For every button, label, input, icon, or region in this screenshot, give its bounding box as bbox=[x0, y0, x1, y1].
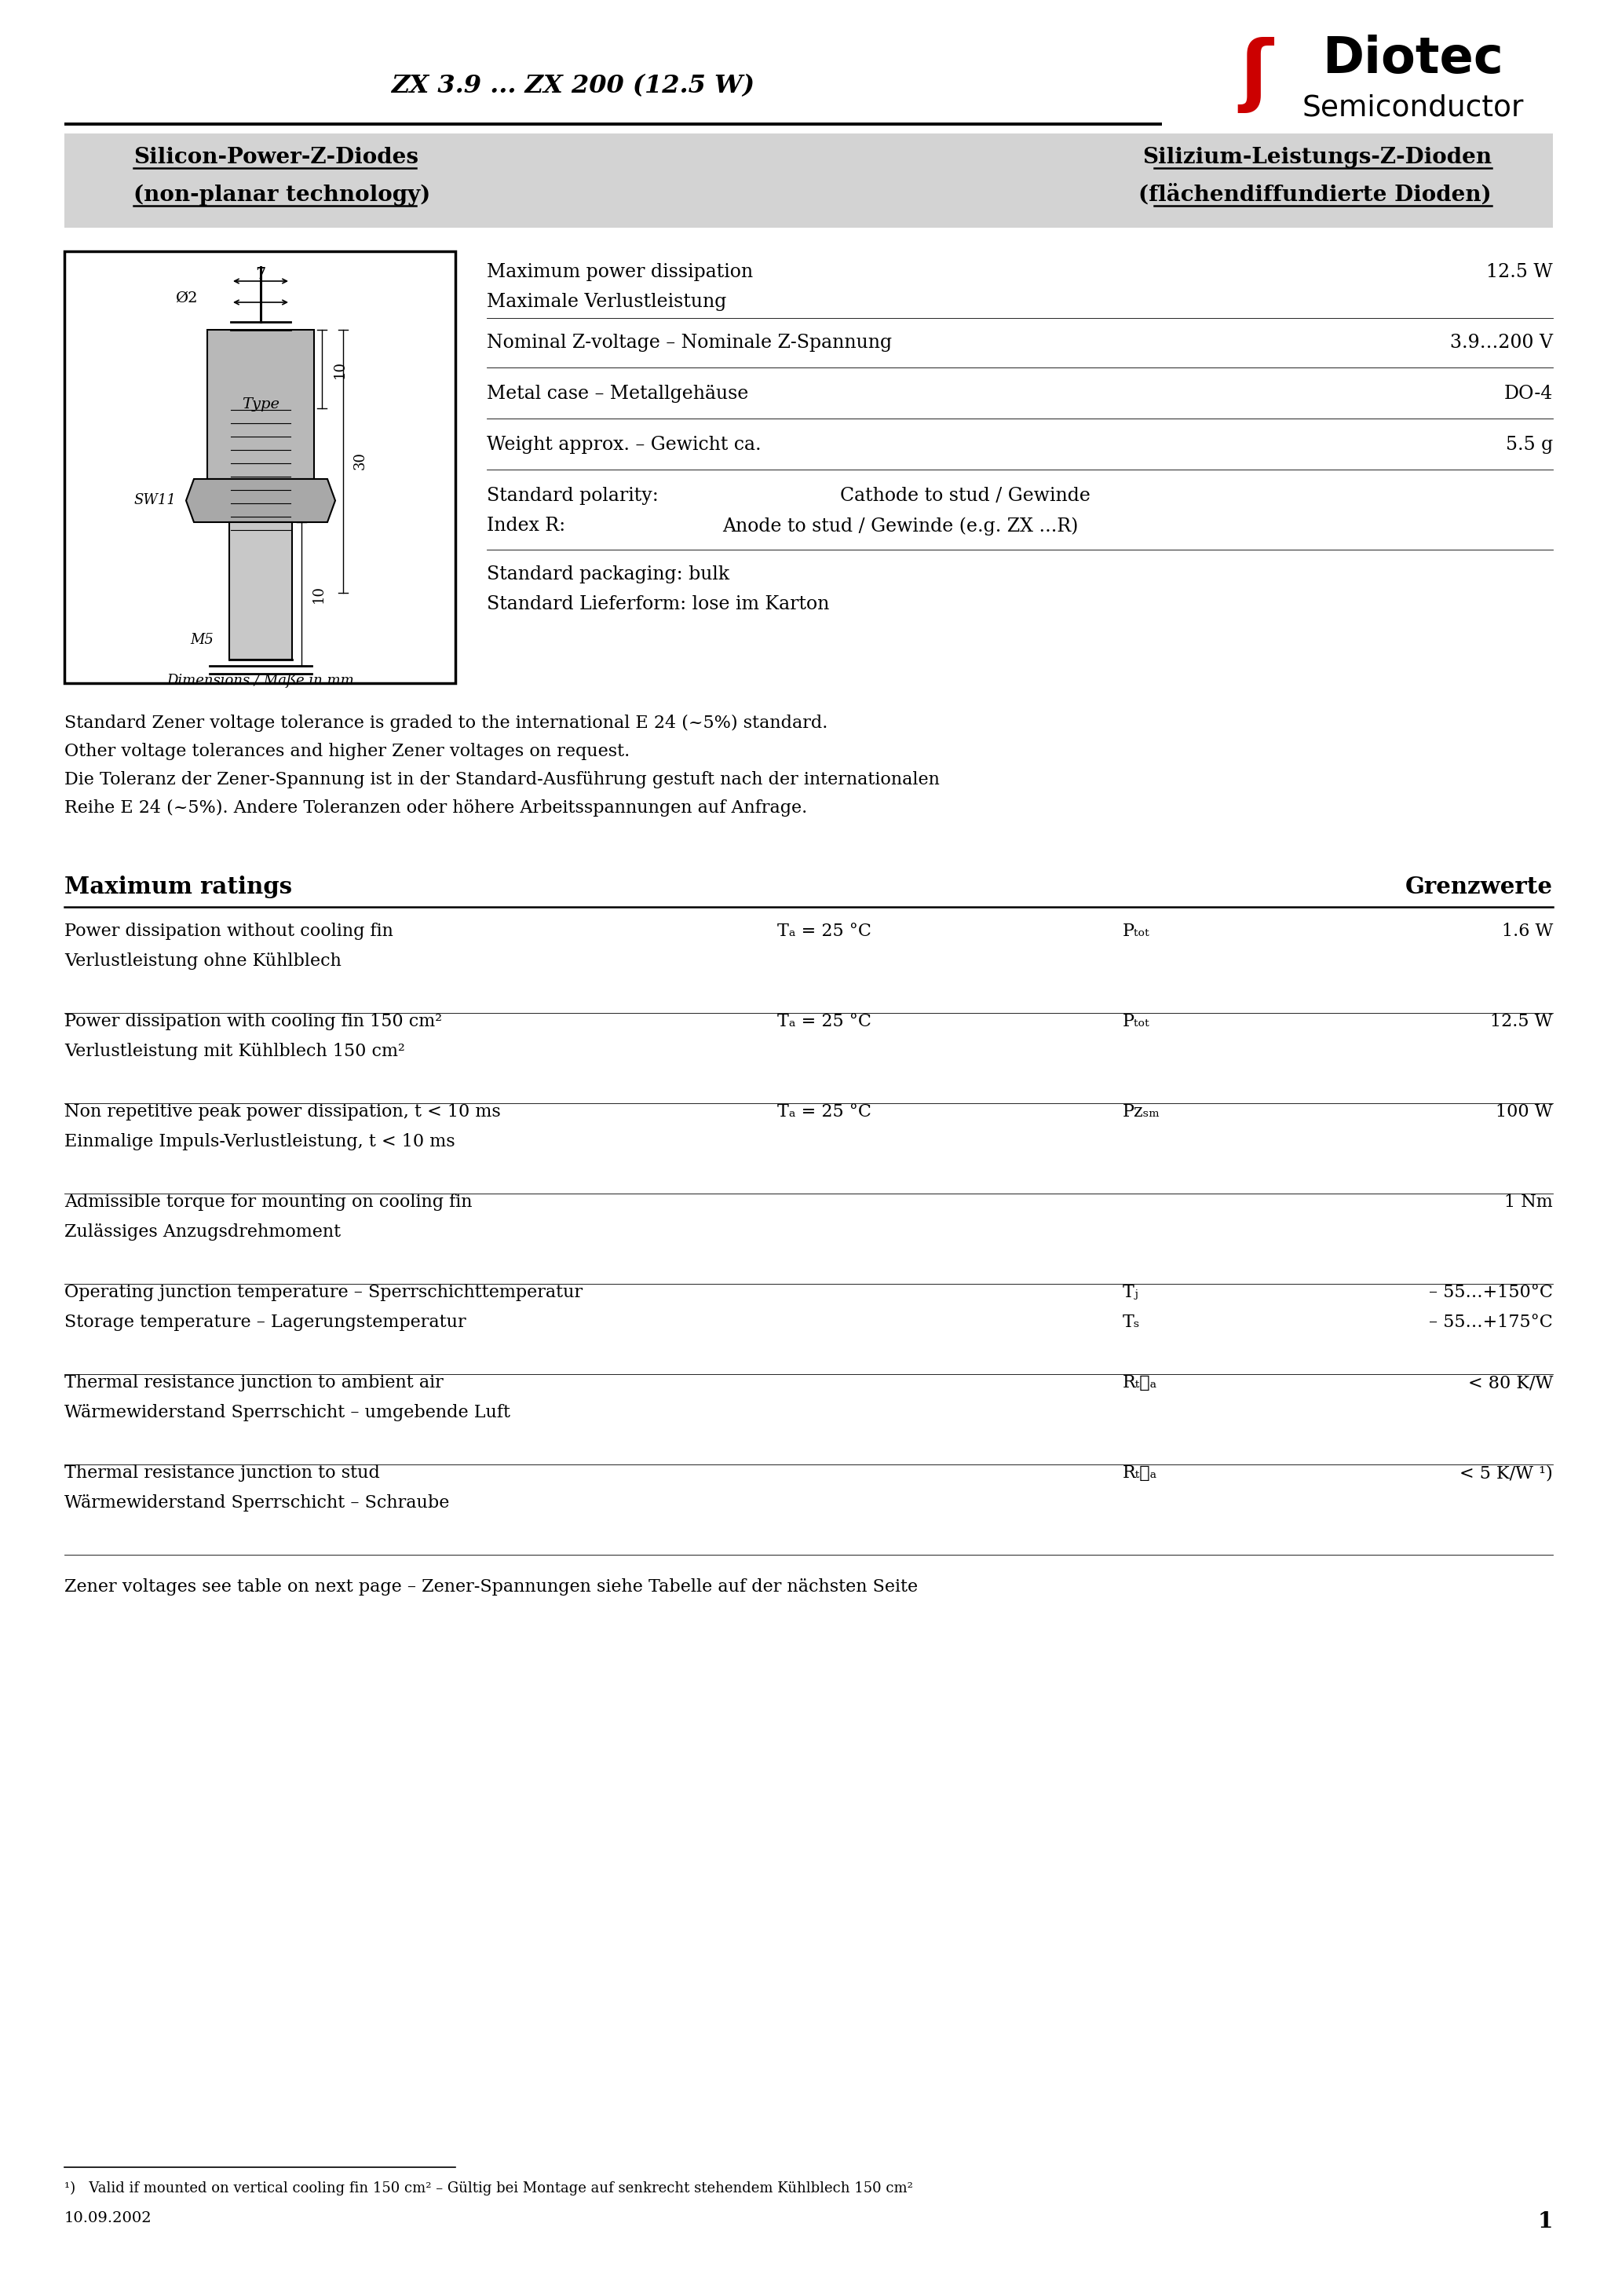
Text: Zener voltages see table on next page – Zener-Spannungen siehe Tabelle auf der n: Zener voltages see table on next page – … bbox=[65, 1577, 918, 1596]
Text: 10: 10 bbox=[333, 360, 347, 379]
Text: 3.9…200 V: 3.9…200 V bbox=[1450, 333, 1552, 351]
Text: DO-4: DO-4 bbox=[1504, 386, 1552, 402]
Text: Maximum ratings: Maximum ratings bbox=[65, 875, 292, 898]
Text: Tₐ = 25 °C: Tₐ = 25 °C bbox=[777, 1013, 871, 1031]
Text: 7: 7 bbox=[255, 266, 266, 282]
Text: – 55…+150°C: – 55…+150°C bbox=[1429, 1283, 1552, 1302]
Text: 1 Nm: 1 Nm bbox=[1505, 1194, 1552, 1210]
Text: Tₛ: Tₛ bbox=[1122, 1313, 1140, 1332]
Text: Tₐ = 25 °C: Tₐ = 25 °C bbox=[777, 923, 871, 939]
Text: SW11: SW11 bbox=[133, 494, 175, 507]
Text: Maximale Verlustleistung: Maximale Verlustleistung bbox=[487, 294, 727, 310]
Text: Pₜₒₜ: Pₜₒₜ bbox=[1122, 923, 1150, 939]
Text: 100 W: 100 W bbox=[1495, 1104, 1552, 1120]
Text: Type: Type bbox=[242, 397, 279, 411]
Text: (non-planar technology): (non-planar technology) bbox=[133, 184, 430, 204]
Text: Verlustleistung mit Kühlblech 150 cm²: Verlustleistung mit Kühlblech 150 cm² bbox=[65, 1042, 406, 1061]
Text: Rₜℊₐ: Rₜℊₐ bbox=[1122, 1465, 1158, 1481]
Text: Standard polarity:: Standard polarity: bbox=[487, 487, 659, 505]
Text: 1: 1 bbox=[1538, 2211, 1552, 2232]
Text: Metal case – Metallgehäuse: Metal case – Metallgehäuse bbox=[487, 386, 748, 402]
Text: Storage temperature – Lagerungstemperatur: Storage temperature – Lagerungstemperatu… bbox=[65, 1313, 466, 1332]
Text: Maximum power dissipation: Maximum power dissipation bbox=[487, 264, 753, 280]
Bar bbox=[65, 250, 456, 684]
Text: ʃ: ʃ bbox=[1239, 37, 1272, 113]
Text: 12.5 W: 12.5 W bbox=[1491, 1013, 1552, 1031]
Text: 30: 30 bbox=[354, 452, 368, 471]
Text: (flächendiffundierte Dioden): (flächendiffundierte Dioden) bbox=[1139, 184, 1492, 204]
Text: Tₐ = 25 °C: Tₐ = 25 °C bbox=[777, 1104, 871, 1120]
Bar bbox=[208, 331, 315, 480]
Text: Anode to stud / Gewinde (e.g. ZX ...R): Anode to stud / Gewinde (e.g. ZX ...R) bbox=[722, 517, 1079, 535]
Text: Pᴢₛₘ: Pᴢₛₘ bbox=[1122, 1104, 1160, 1120]
Text: 10: 10 bbox=[311, 585, 326, 602]
Polygon shape bbox=[187, 480, 336, 521]
Text: Index R:: Index R: bbox=[487, 517, 566, 535]
Text: Wärmewiderstand Sperrschicht – Schraube: Wärmewiderstand Sperrschicht – Schraube bbox=[65, 1495, 449, 1511]
Text: Semiconductor: Semiconductor bbox=[1302, 94, 1525, 122]
Text: Verlustleistung ohne Kühlblech: Verlustleistung ohne Kühlblech bbox=[65, 953, 341, 969]
Text: Zulässiges Anzugsdrehmoment: Zulässiges Anzugsdrehmoment bbox=[65, 1224, 341, 1240]
Text: Die Toleranz der Zener-Spannung ist in der Standard-Ausführung gestuft nach der : Die Toleranz der Zener-Spannung ist in d… bbox=[65, 771, 939, 788]
Text: 12.5 W: 12.5 W bbox=[1486, 264, 1552, 280]
Text: Power dissipation with cooling fin 150 cm²: Power dissipation with cooling fin 150 c… bbox=[65, 1013, 443, 1031]
Text: 10.09.2002: 10.09.2002 bbox=[65, 2211, 152, 2225]
Text: Admissible torque for mounting on cooling fin: Admissible torque for mounting on coolin… bbox=[65, 1194, 472, 1210]
Text: Tⱼ: Tⱼ bbox=[1122, 1283, 1139, 1302]
Text: Operating junction temperature – Sperrschichttemperatur: Operating junction temperature – Sperrsc… bbox=[65, 1283, 582, 1302]
Text: – 55…+175°C: – 55…+175°C bbox=[1429, 1313, 1552, 1332]
Text: < 80 K/W: < 80 K/W bbox=[1468, 1373, 1552, 1391]
Text: Standard Zener voltage tolerance is graded to the international E 24 (~5%) stand: Standard Zener voltage tolerance is grad… bbox=[65, 714, 827, 732]
Text: Non repetitive peak power dissipation, t < 10 ms: Non repetitive peak power dissipation, t… bbox=[65, 1104, 501, 1120]
Bar bbox=[65, 133, 1552, 227]
Text: 1.6 W: 1.6 W bbox=[1502, 923, 1552, 939]
Text: Nominal Z-voltage – Nominale Z-Spannung: Nominal Z-voltage – Nominale Z-Spannung bbox=[487, 333, 892, 351]
Text: Grenzwerte: Grenzwerte bbox=[1405, 875, 1552, 898]
Text: Pₜₒₜ: Pₜₒₜ bbox=[1122, 1013, 1150, 1031]
Text: Thermal resistance junction to stud: Thermal resistance junction to stud bbox=[65, 1465, 380, 1481]
Text: Weight approx. – Gewicht ca.: Weight approx. – Gewicht ca. bbox=[487, 436, 761, 455]
Text: < 5 K/W ¹): < 5 K/W ¹) bbox=[1460, 1465, 1552, 1481]
Text: Standard packaging: bulk: Standard packaging: bulk bbox=[487, 565, 730, 583]
Text: Dimensions / Maße in mm: Dimensions / Maße in mm bbox=[167, 673, 354, 689]
Text: Einmalige Impuls-Verlustleistung, t < 10 ms: Einmalige Impuls-Verlustleistung, t < 10… bbox=[65, 1134, 456, 1150]
Text: Silicon-Power-Z-Diodes: Silicon-Power-Z-Diodes bbox=[133, 147, 418, 168]
Text: ¹)   Valid if mounted on vertical cooling fin 150 cm² – Gültig bei Montage auf s: ¹) Valid if mounted on vertical cooling … bbox=[65, 2181, 913, 2195]
Text: 5.5 g: 5.5 g bbox=[1505, 436, 1552, 455]
Text: Diotec: Diotec bbox=[1322, 34, 1504, 83]
Text: Cathode to stud / Gewinde: Cathode to stud / Gewinde bbox=[840, 487, 1090, 505]
Text: Standard Lieferform: lose im Karton: Standard Lieferform: lose im Karton bbox=[487, 595, 829, 613]
Text: Thermal resistance junction to ambient air: Thermal resistance junction to ambient a… bbox=[65, 1373, 443, 1391]
Bar bbox=[229, 521, 292, 659]
Text: Power dissipation without cooling fin: Power dissipation without cooling fin bbox=[65, 923, 393, 939]
Text: ZX 3.9 ... ZX 200 (12.5 W): ZX 3.9 ... ZX 200 (12.5 W) bbox=[391, 73, 754, 99]
Text: Wärmewiderstand Sperrschicht – umgebende Luft: Wärmewiderstand Sperrschicht – umgebende… bbox=[65, 1403, 511, 1421]
Text: Reihe E 24 (~5%). Andere Toleranzen oder höhere Arbeitsspannungen auf Anfrage.: Reihe E 24 (~5%). Andere Toleranzen oder… bbox=[65, 799, 808, 817]
Text: Other voltage tolerances and higher Zener voltages on request.: Other voltage tolerances and higher Zene… bbox=[65, 744, 629, 760]
Text: Silizium-Leistungs-Z-Dioden: Silizium-Leistungs-Z-Dioden bbox=[1142, 147, 1492, 168]
Text: Ø2: Ø2 bbox=[175, 292, 198, 305]
Text: M5: M5 bbox=[190, 634, 214, 647]
Text: Rₜℊₐ: Rₜℊₐ bbox=[1122, 1373, 1158, 1391]
